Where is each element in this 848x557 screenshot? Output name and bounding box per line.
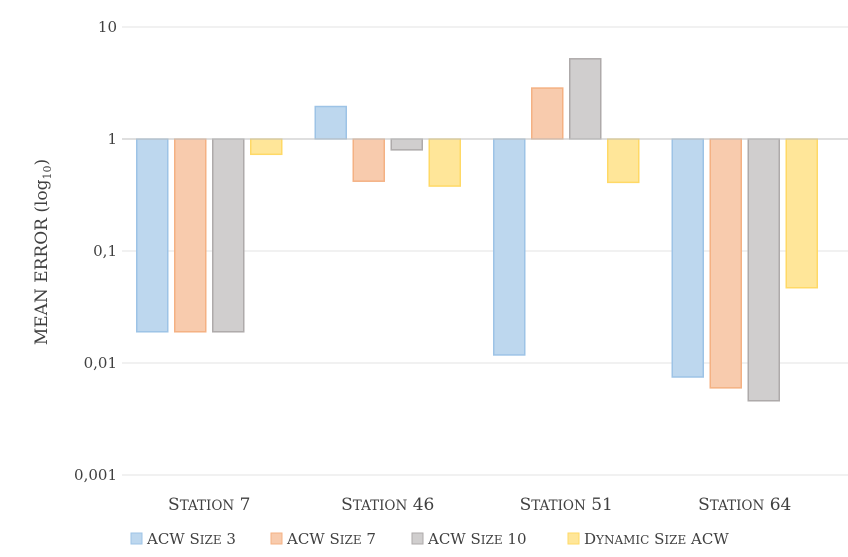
bar: [174, 138, 207, 333]
x-category-label: STATION 64: [698, 495, 791, 515]
y-tick-label: 0,1: [93, 242, 117, 260]
x-category-label: STATION 51: [520, 495, 613, 515]
legend-label: ACW SIZE 7: [286, 530, 376, 548]
bar: [250, 138, 283, 156]
bar: [785, 138, 818, 289]
legend-swatch: [130, 532, 143, 545]
bar: [747, 138, 780, 402]
x-category-label: STATION 7: [168, 495, 250, 515]
y-tick-label: 1: [107, 130, 117, 148]
y-axis-label: MEAN ERROR (log10): [32, 159, 54, 345]
legend-label: ACW SIZE 10: [427, 530, 527, 548]
bar: [709, 138, 742, 389]
bar: [569, 58, 602, 140]
bar: [607, 138, 640, 184]
legend-swatch: [270, 532, 283, 545]
bar: [136, 138, 169, 333]
y-tick-label: 10: [98, 18, 117, 36]
legend-label: ACW SIZE 3: [146, 530, 236, 548]
bars: [136, 58, 818, 402]
bar: [390, 138, 423, 151]
bar: [314, 105, 347, 140]
y-tick-labels: 0,001 0,01 0,1 1 10: [74, 18, 117, 484]
bar: [671, 138, 704, 378]
y-axis-label-subscript: 10: [41, 165, 54, 179]
bar: [212, 138, 245, 333]
y-tick-label: 0,001: [74, 466, 117, 484]
legend: ACW SIZE 3 ACW SIZE 7 ACW SIZE 10 DYNAMIC S…: [130, 530, 729, 548]
bar: [493, 138, 526, 356]
bar: [428, 138, 461, 187]
x-category-labels: STATION 7 STATION 46 STATION 51 STATION 64: [168, 495, 791, 515]
legend-swatch: [567, 532, 580, 545]
x-category-label: STATION 46: [341, 495, 434, 515]
bar: [352, 138, 385, 182]
legend-swatch: [411, 532, 424, 545]
legend-label: DYNAMIC SIZE ACW: [584, 530, 729, 548]
bar: [531, 87, 564, 140]
y-tick-label: 0,01: [84, 354, 117, 372]
